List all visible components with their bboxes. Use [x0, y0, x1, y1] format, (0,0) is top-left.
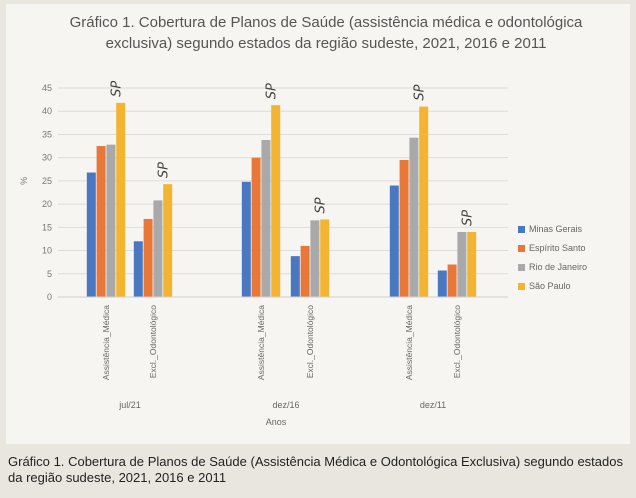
bar	[447, 264, 457, 297]
bar	[419, 106, 429, 297]
handwritten-annotation: SP	[314, 197, 329, 213]
bar	[251, 157, 261, 297]
legend-swatch	[518, 283, 525, 290]
group-label: dez/11	[420, 400, 446, 410]
y-tick-label: 45	[42, 83, 52, 93]
bar	[163, 184, 173, 297]
group-label: dez/16	[272, 400, 299, 410]
handwritten-annotation: SP	[461, 210, 476, 226]
bar	[437, 270, 447, 297]
y-tick-label: 35	[42, 129, 52, 139]
category-label: Assistência_Médica	[256, 305, 266, 380]
category-label: Excl._Odontológico	[452, 305, 462, 379]
y-tick-label: 10	[42, 246, 52, 256]
bar	[86, 172, 96, 297]
bar	[290, 256, 300, 297]
handwritten-annotation: SP	[157, 162, 172, 178]
bar	[133, 241, 143, 297]
category-label: Excl._Odontológico	[305, 305, 315, 379]
bar	[241, 181, 251, 297]
handwritten-annotation: SP	[413, 84, 428, 100]
bar	[271, 105, 281, 297]
category-label: Excl._Odontológico	[148, 305, 158, 379]
bar	[106, 144, 116, 297]
bar	[143, 218, 153, 297]
y-tick-label: 40	[42, 106, 52, 116]
bar	[389, 185, 399, 297]
y-tick-label: 30	[42, 153, 52, 163]
handwritten-annotation: SP	[110, 81, 125, 97]
category-label: Assistência_Médica	[404, 305, 414, 380]
y-tick-label: 20	[42, 199, 52, 209]
y-tick-label: 15	[42, 222, 52, 232]
bar	[96, 146, 106, 297]
legend-swatch	[518, 245, 525, 252]
legend-label: Espírito Santo	[529, 243, 586, 253]
group-label: jul/21	[118, 400, 141, 410]
bar	[467, 231, 477, 297]
legend-label: São Paulo	[529, 281, 571, 291]
bar	[409, 137, 419, 297]
legend-swatch	[518, 226, 525, 233]
y-axis-label: %	[19, 177, 29, 185]
legend-label: Minas Gerais	[529, 224, 583, 234]
bar	[300, 245, 310, 297]
chart-title: Gráfico 1. Cobertura de Planos de Saúde …	[69, 14, 583, 52]
y-tick-label: 25	[42, 176, 52, 186]
bar	[116, 102, 126, 298]
bar	[310, 220, 320, 297]
chart-panel: Gráfico 1. Cobertura de Planos de Saúde …	[6, 4, 630, 444]
category-label: Assistência_Médica	[101, 305, 111, 380]
bar	[320, 219, 330, 297]
x-axis-label: Anos	[266, 417, 287, 427]
bar	[153, 200, 163, 297]
y-tick-label: 5	[47, 269, 52, 279]
figure-caption: Gráfico 1. Cobertura de Planos de Saúde …	[8, 454, 623, 485]
handwritten-annotation: SP	[265, 83, 280, 99]
bar	[457, 231, 467, 297]
legend-swatch	[518, 264, 525, 271]
bar	[399, 159, 409, 297]
y-tick-label: 0	[47, 292, 52, 302]
legend-label: Rio de Janeiro	[529, 262, 587, 272]
chart-svg: 0 5 10 15 20 25 30 35 40 45% Assistência_Médica SP E…	[19, 81, 587, 427]
bar	[261, 140, 271, 297]
